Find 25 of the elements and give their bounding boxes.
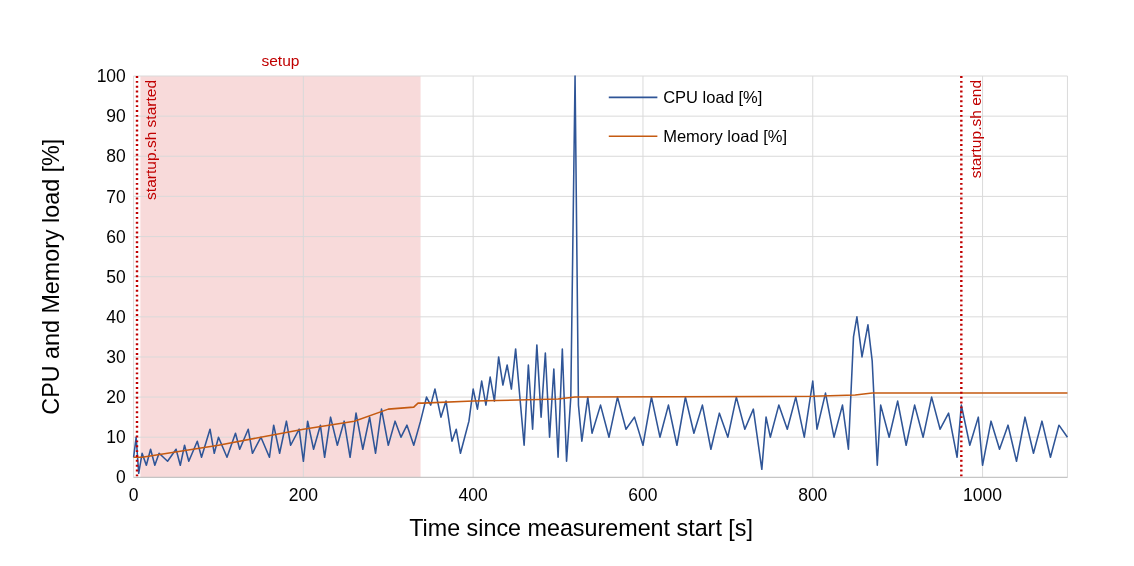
y-tick-label: 70 (106, 186, 127, 207)
x-tick-label: 800 (798, 484, 828, 505)
y-tick-label: 90 (106, 106, 127, 127)
y-tick-label: 10 (106, 427, 127, 448)
line-series (132, 75, 1069, 475)
y-tick-label: 40 (106, 306, 127, 327)
y-tick-label: 30 (106, 347, 127, 368)
y-tick-label: 80 (106, 146, 127, 167)
y-tick-label: 0 (116, 467, 127, 488)
y-tick-label: 20 (106, 387, 127, 408)
y-tick-label: 60 (106, 226, 127, 247)
x-tick-label: 400 (458, 484, 489, 505)
legend-label: Memory load [%] (663, 127, 787, 146)
x-axis-title: Time since measurement start [s] (409, 514, 753, 541)
y-axis-title: CPU and Memory load [%] (37, 138, 64, 415)
band-label: setup (261, 52, 300, 70)
y-tick-label: 50 (106, 266, 127, 287)
x-tick-label: 1000 (963, 484, 1003, 505)
ref-line-label: startup.sh started (142, 79, 160, 200)
line-series (132, 392, 1069, 459)
legend-label: CPU load [%] (663, 88, 763, 107)
x-tick-label: 200 (288, 484, 319, 505)
x-tick-label: 600 (628, 484, 658, 505)
ref-line-label: startup.sh end (966, 79, 984, 179)
y-tick-label: 100 (96, 66, 127, 87)
